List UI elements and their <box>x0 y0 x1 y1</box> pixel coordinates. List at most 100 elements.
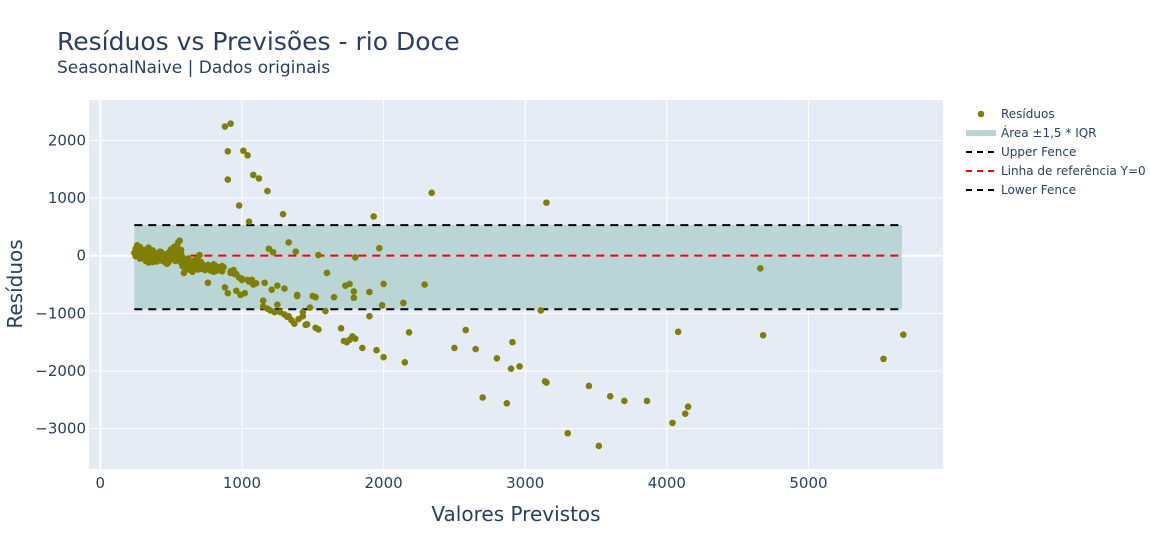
residual-point <box>224 289 232 297</box>
x-tick-label: 2000 <box>364 474 402 492</box>
residual-point <box>674 328 682 336</box>
residual-point <box>401 359 409 366</box>
residual-point <box>507 365 515 372</box>
residual-point <box>669 419 676 427</box>
y-tick-labels: 2000 1000 0 −1000 −2000 −3000 <box>35 131 86 437</box>
legend-item[interactable]: Área ±1,5 * IQR <box>966 125 1097 140</box>
residual-point <box>224 148 232 155</box>
residual-point <box>214 263 222 271</box>
y-tick-label: −2000 <box>35 362 86 380</box>
residual-point <box>281 285 288 292</box>
residual-point <box>681 410 689 417</box>
residual-point <box>238 276 246 284</box>
residual-point <box>227 120 234 127</box>
residual-point <box>880 355 887 363</box>
residual-point <box>643 397 651 405</box>
y-tick-label: 1000 <box>48 189 86 207</box>
residual-point <box>380 280 387 288</box>
residual-point <box>351 335 359 342</box>
residual-point <box>543 379 550 386</box>
chart-subtitle: SeasonalNaive | Dados originais <box>57 58 330 78</box>
residual-point <box>224 176 232 183</box>
residual-point <box>279 210 287 218</box>
iqr-area <box>134 225 902 310</box>
residual-point <box>244 276 251 284</box>
legend-item[interactable]: Lower Fence <box>966 183 1076 197</box>
residual-point <box>503 399 511 407</box>
residual-point <box>366 288 373 296</box>
residual-point <box>351 254 359 261</box>
residual-point <box>138 247 145 254</box>
residual-point <box>537 307 545 314</box>
residual-point <box>337 325 345 332</box>
residual-point <box>303 320 311 328</box>
residual-point <box>323 269 331 277</box>
residual-point <box>757 265 764 272</box>
residual-point <box>232 287 240 295</box>
legend-item[interactable]: Linha de referência Y=0 <box>966 164 1146 178</box>
residual-point <box>221 123 229 130</box>
residual-point <box>235 202 243 209</box>
residual-point <box>259 297 267 304</box>
residual-point <box>245 218 253 225</box>
residual-point <box>330 293 338 301</box>
residual-point <box>380 353 387 361</box>
x-tick-label: 4000 <box>648 474 686 492</box>
residual-point <box>271 308 278 316</box>
residual-point <box>292 248 300 255</box>
residual-point <box>269 248 277 256</box>
residual-point <box>346 280 353 288</box>
residual-point <box>176 237 183 244</box>
residual-point <box>240 147 247 155</box>
y-tick-label: −3000 <box>35 420 86 438</box>
residual-point <box>143 251 151 258</box>
legend-marker <box>977 110 985 118</box>
residual-point <box>169 251 176 258</box>
residual-point <box>322 307 329 315</box>
legend-label: Lower Fence <box>1001 183 1076 197</box>
residual-points <box>131 120 907 450</box>
residual-point <box>274 282 281 289</box>
residual-point <box>204 279 212 287</box>
residual-point <box>516 363 523 370</box>
legend-item[interactable]: Resíduos <box>977 107 1055 121</box>
residual-point <box>493 355 501 362</box>
x-tick-label: 1000 <box>223 474 261 492</box>
residual-point <box>306 304 314 311</box>
residual-point <box>268 286 275 293</box>
residual-point <box>244 152 251 159</box>
residual-point <box>621 397 628 405</box>
residual-point <box>261 279 268 287</box>
residual-point <box>451 344 458 352</box>
residual-point <box>405 329 413 336</box>
residual-point <box>255 175 263 182</box>
x-tick-label: 5000 <box>789 474 827 492</box>
legend-label: Linha de referência Y=0 <box>1001 164 1146 178</box>
residual-point <box>163 260 171 268</box>
residual-point <box>472 345 479 353</box>
y-tick-label: 0 <box>76 247 86 265</box>
residual-point <box>249 171 257 179</box>
residual-point <box>221 284 229 291</box>
y-tick-label: 2000 <box>48 131 86 149</box>
residual-point <box>359 344 366 352</box>
x-tick-labels: 0 1000 2000 3000 4000 5000 <box>96 474 828 492</box>
residual-point <box>428 189 436 197</box>
residual-point <box>315 251 322 259</box>
residual-point <box>299 308 307 316</box>
residual-point <box>285 312 292 320</box>
residual-point <box>350 294 358 302</box>
legend-label: Área ±1,5 * IQR <box>1001 125 1097 140</box>
residual-point <box>293 292 301 300</box>
residual-point <box>595 442 603 450</box>
residual-point <box>373 346 380 354</box>
residual-point <box>564 429 571 437</box>
legend-label: Resíduos <box>1001 107 1055 121</box>
residual-point <box>462 326 470 334</box>
residual-point <box>543 199 550 206</box>
legend-item[interactable]: Upper Fence <box>966 145 1076 159</box>
residual-point <box>366 312 373 320</box>
x-axis-title: Valores Previstos <box>431 502 600 526</box>
residual-point <box>291 320 298 328</box>
